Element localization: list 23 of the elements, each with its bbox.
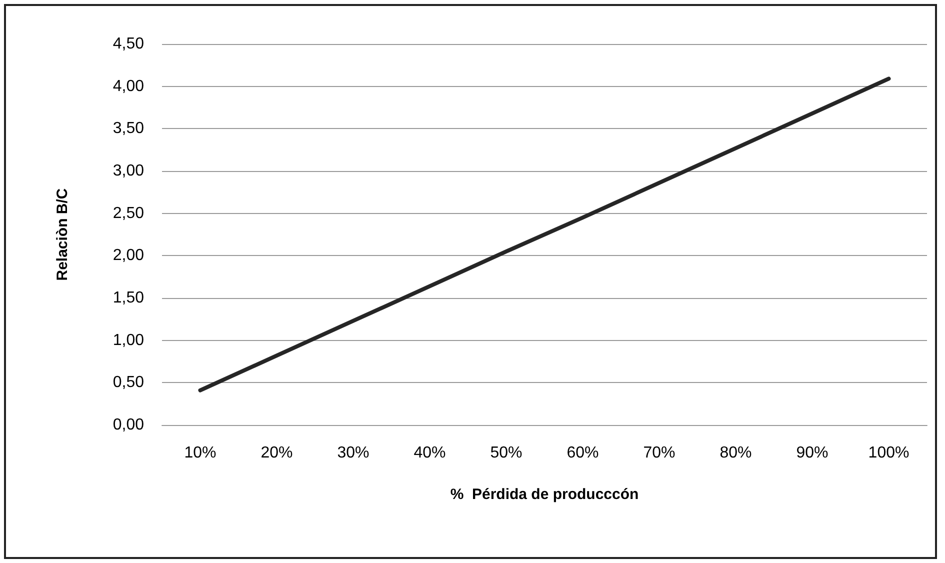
x-tick-label: 80% <box>720 444 752 462</box>
y-tick-label: 1,00 <box>112 332 144 349</box>
y-tick-label: 2,50 <box>112 204 144 222</box>
x-axis-title: % Pérdida de producccón <box>450 486 639 503</box>
x-tick-label: 40% <box>414 444 446 462</box>
y-tick-label: 1,50 <box>112 290 144 306</box>
y-axis-title: Relaciòn B/C <box>54 188 71 281</box>
y-tick-label: 4,00 <box>112 78 144 95</box>
x-tick-label: 100% <box>868 444 910 462</box>
x-tick-label: 30% <box>337 444 370 462</box>
x-tick-label: 20% <box>260 444 293 462</box>
y-tick-label: 0,00 <box>112 416 144 434</box>
x-tick-label: 70% <box>643 444 676 462</box>
y-tick-label: 3,00 <box>112 162 144 180</box>
y-tick-label: 2,00 <box>112 247 144 264</box>
y-tick-label: 0,50 <box>112 374 144 392</box>
y-tick-label: 4,50 <box>112 36 144 52</box>
line-series <box>198 76 891 392</box>
x-tick-label: 60% <box>566 444 599 462</box>
x-tick-label: 10% <box>184 444 216 462</box>
y-tick-label: 3,50 <box>112 120 144 138</box>
x-tick-label: 90% <box>796 444 828 462</box>
x-tick-label: 50% <box>490 444 522 462</box>
